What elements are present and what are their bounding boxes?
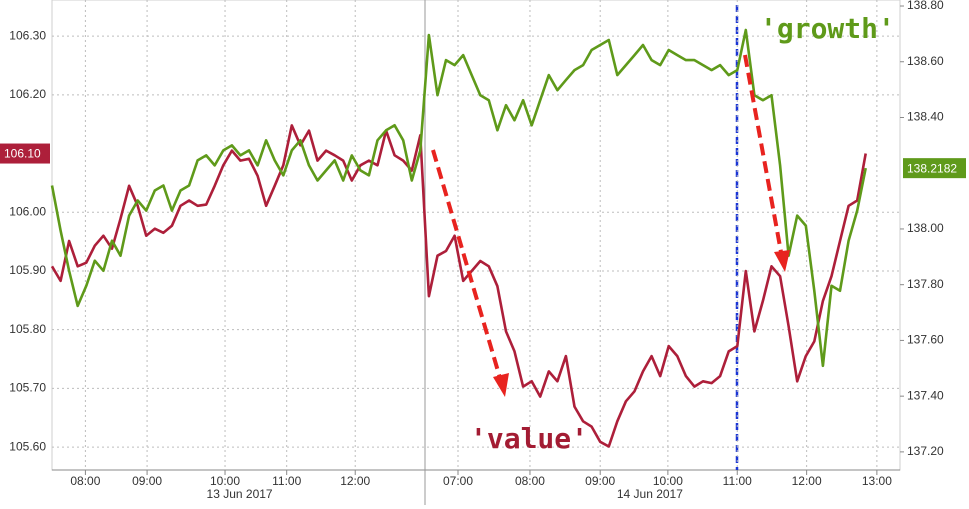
line-series	[50, 124, 867, 448]
plot-frame	[51, 0, 901, 471]
y-tick-label: 106.00	[9, 204, 46, 218]
y2-tick-label: 138.60	[907, 54, 944, 68]
last-value-label: 106.10	[4, 147, 41, 161]
y-tick-label: 106.20	[9, 87, 46, 101]
y-tick-label: 106.30	[9, 28, 46, 42]
y2-tick-label: 137.40	[907, 388, 944, 402]
x-tick-label: 12:00	[340, 474, 370, 488]
last-value-box	[903, 158, 966, 179]
arrows	[431, 54, 790, 397]
x-tick-label: 13:00	[862, 474, 892, 488]
line-series	[50, 28, 867, 368]
arrow-head	[493, 373, 509, 397]
annotation: 'growth'	[760, 12, 895, 45]
x-tick-label: 10:00	[210, 474, 240, 488]
y2-tick-label: 138.80	[907, 0, 944, 12]
y2-tick-label: 137.60	[907, 333, 944, 347]
date-label: 13 Jun 2017	[207, 487, 273, 501]
y-tick-label: 105.80	[9, 322, 46, 336]
x-tick-label: 07:00	[443, 474, 473, 488]
x-tick-label: 09:00	[132, 474, 162, 488]
x-tick-label: 11:00	[723, 474, 752, 488]
x-tick-label: 10:00	[653, 474, 683, 488]
y-tick-label: 105.70	[9, 381, 46, 395]
x-tick-label: 11:00	[272, 474, 301, 488]
y2-tick-label: 138.00	[907, 221, 944, 235]
y2-tick-label: 138.40	[907, 110, 944, 124]
arrow-shaft	[431, 149, 502, 379]
date-label: 14 Jun 2017	[617, 487, 683, 501]
x-tick-label: 09:00	[585, 474, 615, 488]
x-tick-label: 12:00	[792, 474, 822, 488]
arrow-head	[774, 250, 790, 272]
annotation: 'value'	[470, 422, 588, 455]
y2-tick-label: 137.80	[907, 277, 944, 291]
last-value-label: 138.2182	[907, 161, 957, 175]
last-value-box	[0, 143, 50, 164]
x-tick-label: 08:00	[515, 474, 545, 488]
y2-tick-label: 137.20	[907, 444, 944, 458]
arrow-shaft	[743, 54, 783, 253]
x-tick-label: 08:00	[70, 474, 100, 488]
y-tick-label: 105.90	[9, 263, 46, 277]
y-tick-label: 105.60	[9, 439, 46, 453]
